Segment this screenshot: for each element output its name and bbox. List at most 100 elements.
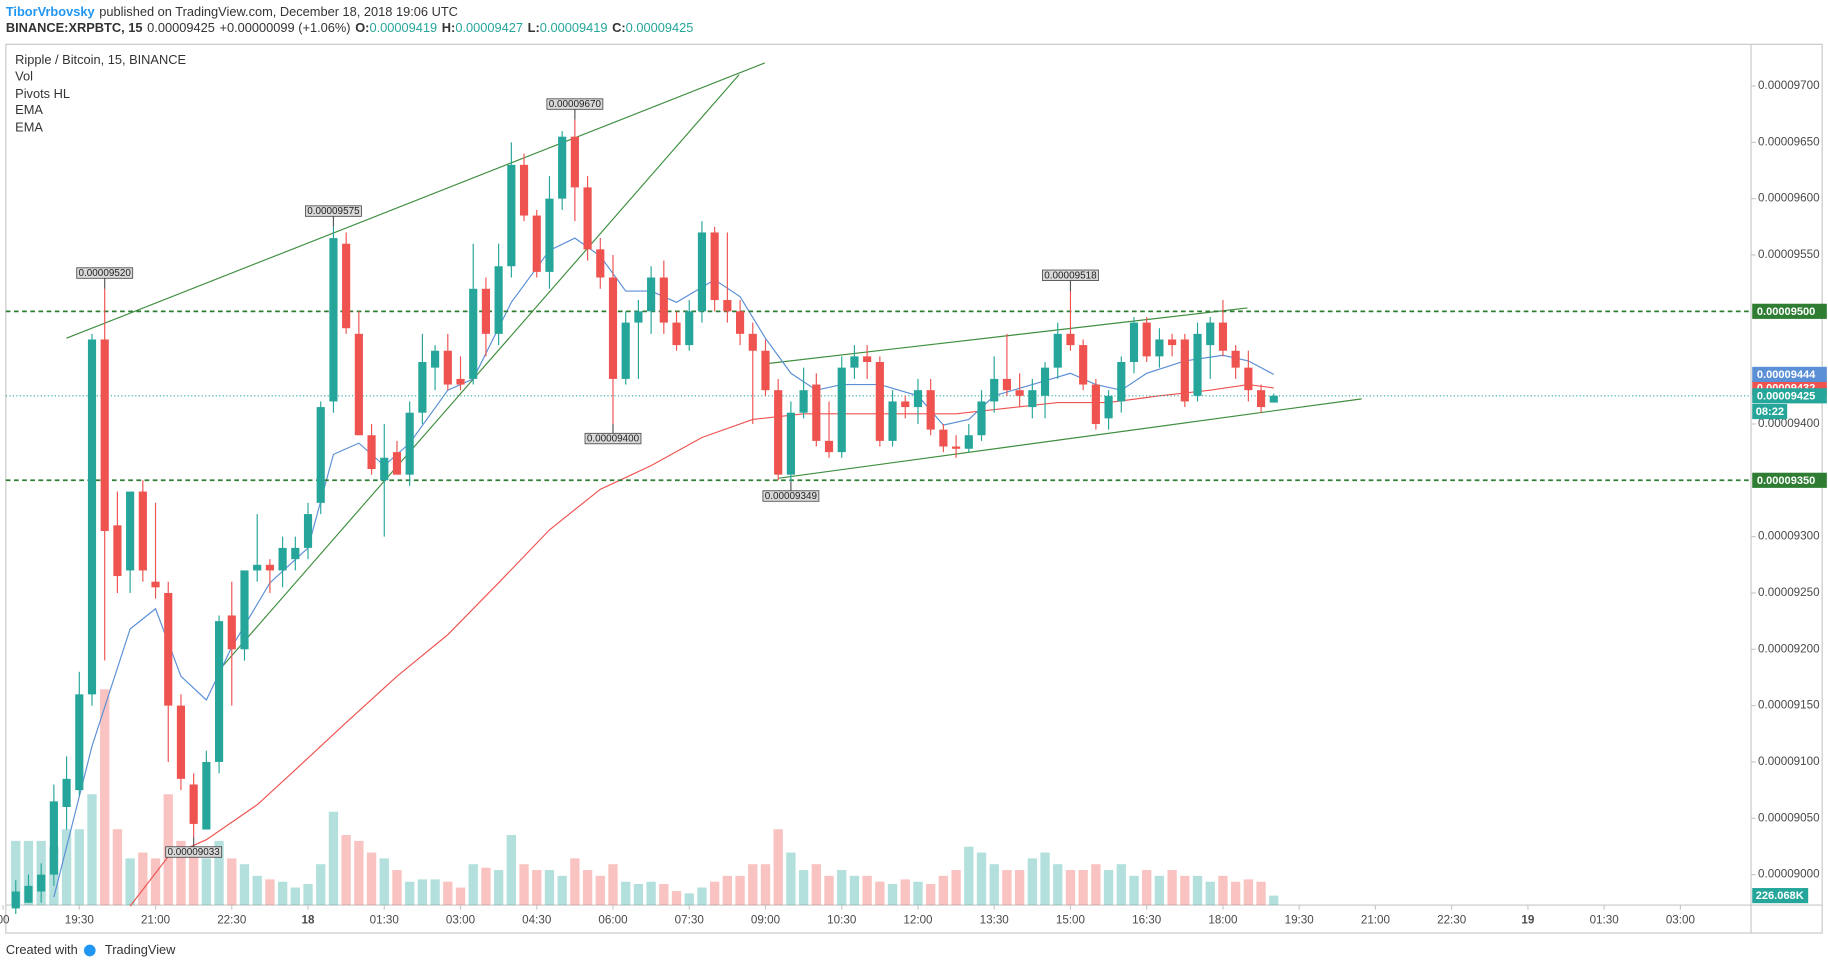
volume-bar <box>532 870 542 906</box>
candle-body <box>1079 345 1088 385</box>
volume-bar <box>405 881 415 906</box>
volume-bar <box>811 864 821 906</box>
volume-bar <box>786 852 796 906</box>
volume-bar <box>519 864 529 906</box>
volume-bar <box>214 840 224 906</box>
candle-body <box>1129 322 1139 363</box>
legend-ema: EMA <box>15 102 43 117</box>
candle-body <box>1066 333 1075 346</box>
ema-tag-box <box>1752 366 1827 382</box>
close-label: C: <box>612 21 626 36</box>
volume-bar <box>646 881 656 906</box>
volume-bar <box>265 879 275 906</box>
candle-body <box>62 778 71 808</box>
candle-body <box>888 401 897 441</box>
frame <box>5 43 1823 934</box>
candle-body <box>75 694 84 791</box>
volume-bar <box>23 840 34 906</box>
volume-bar <box>87 794 97 906</box>
ema-line <box>129 383 1274 907</box>
legend-pivots: Pivots HL <box>15 86 70 101</box>
pivot-label: 0.00009520 <box>79 268 132 279</box>
y-tick-label: 0.00009100 <box>1758 755 1820 768</box>
volume-bar <box>1154 875 1165 906</box>
volume-bar <box>303 884 313 906</box>
y-tick-label: 0.00009200 <box>1758 642 1820 655</box>
pivot-box <box>165 846 223 858</box>
candle-body <box>316 407 325 503</box>
pivot-box <box>1042 269 1099 281</box>
volume-bar <box>1078 870 1088 906</box>
volume-bar <box>633 884 644 906</box>
volume-bar <box>392 870 402 906</box>
volume-bar <box>493 870 504 906</box>
candle-body <box>964 435 973 449</box>
candle-body <box>87 339 97 695</box>
x-tick-label: 06:00 <box>598 913 628 926</box>
candle-body <box>735 311 745 334</box>
x-tick-label: 19:30 <box>65 913 95 926</box>
candle-body <box>558 136 567 199</box>
pivot-box <box>762 490 820 502</box>
volume-bar <box>900 879 910 906</box>
open-label: O: <box>355 21 369 36</box>
candle-body <box>189 784 198 824</box>
x-tick-label: 22:30 <box>1437 913 1467 926</box>
legend-ema: EMA <box>15 120 43 135</box>
candle-body <box>354 333 363 436</box>
volume-bar <box>557 875 567 906</box>
candle-body <box>1206 322 1215 346</box>
x-tick-label: 03:00 <box>446 913 476 926</box>
level-tag: 0.00009350 <box>1757 475 1815 487</box>
candle-body <box>1256 390 1266 408</box>
volume-bar <box>862 875 872 906</box>
x-tick-label: 12:00 <box>903 913 933 926</box>
x-tick-label: 00 <box>0 913 10 926</box>
ema-line <box>53 237 1275 898</box>
candle-body <box>24 885 33 903</box>
candle-body <box>748 333 757 351</box>
volume-bar <box>748 864 758 906</box>
x-tick-label: 15:00 <box>1056 913 1086 926</box>
pivot-label: 0.00009349 <box>765 491 818 502</box>
header-line-2: BINANCE:XRPBTC, 15 0.00009425 +0.00000099 … <box>6 21 694 36</box>
open: 0.00009419 <box>369 21 437 36</box>
pivot-label: 0.00009670 <box>549 99 602 110</box>
volume-bar <box>608 864 618 906</box>
volume-bar <box>379 858 389 906</box>
candle-body <box>1015 390 1024 396</box>
volume-bar <box>125 858 135 906</box>
candle-body <box>329 238 338 402</box>
candle-body <box>875 362 884 441</box>
legend-title: Ripple / Bitcoin, 15, BINANCE <box>15 52 186 67</box>
volume-bar <box>417 879 428 906</box>
volume-bar <box>1269 895 1279 906</box>
volume-bar <box>328 811 339 906</box>
candle-body <box>164 592 173 706</box>
candle-body <box>1231 350 1240 368</box>
candle-body <box>1117 362 1126 402</box>
volume-bar <box>722 875 733 906</box>
price-tag-box <box>1752 388 1827 404</box>
candle-body <box>469 288 478 379</box>
x-tick-label: 18 <box>302 913 315 926</box>
low: 0.00009419 <box>540 21 608 36</box>
candle-body <box>1053 333 1062 368</box>
y-tick-label: 0.00009300 <box>1758 530 1820 543</box>
x-tick-label: 01:30 <box>1590 913 1620 926</box>
volume-bar <box>506 835 517 906</box>
candle-body <box>939 429 948 447</box>
volume-bar <box>684 893 694 906</box>
y-tick-label: 0.00009050 <box>1758 811 1820 824</box>
volume-bar <box>1192 875 1203 906</box>
y-tick-label: 0.00009650 <box>1758 135 1820 148</box>
volume-bar <box>582 870 593 906</box>
candle-body <box>786 412 795 475</box>
y-tick-label: 0.00009600 <box>1758 192 1820 205</box>
candle-body <box>380 457 389 481</box>
candle-body <box>634 311 643 323</box>
author[interactable]: TiborVrbovsky <box>6 4 96 19</box>
x-tick-label: 01:30 <box>370 913 400 926</box>
footer-brand[interactable]: TradingView <box>105 942 176 957</box>
candle-body <box>583 187 592 250</box>
